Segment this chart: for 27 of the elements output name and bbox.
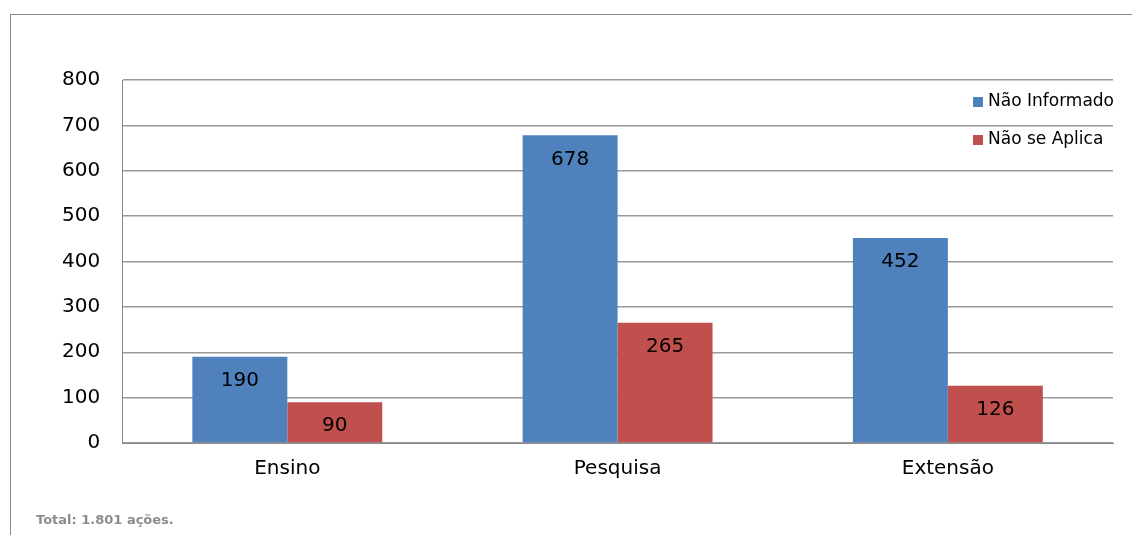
x-tick-label: Ensino xyxy=(254,455,321,480)
legend-label: Não se Aplica xyxy=(988,128,1104,149)
text: Total: 1.801 ações. xyxy=(36,512,174,527)
data-label: 126 xyxy=(976,396,1015,421)
data-label: 190 xyxy=(220,366,259,391)
data-label: 265 xyxy=(645,332,685,357)
data-label: 90 xyxy=(322,412,348,437)
y-tick-label: 600 xyxy=(61,156,101,181)
y-tick-label: 300 xyxy=(61,293,101,318)
y-tick-label: 800 xyxy=(61,66,101,91)
bar xyxy=(522,135,618,443)
y-tick-label: 0 xyxy=(87,429,101,454)
bar xyxy=(852,237,948,443)
x-tick-label: Pesquisa xyxy=(573,455,662,480)
bar xyxy=(287,402,383,443)
y-tick-label: 400 xyxy=(61,247,101,272)
y-tick-label: 200 xyxy=(61,338,101,363)
bar xyxy=(192,356,288,443)
data-label: 452 xyxy=(881,248,920,273)
bar xyxy=(617,322,713,443)
y-tick-label: 100 xyxy=(61,383,101,408)
legend-label: Não Informado xyxy=(988,90,1115,111)
y-tick-label: 500 xyxy=(61,202,101,227)
bar xyxy=(947,385,1043,443)
y-tick-label: 700 xyxy=(61,111,101,136)
x-tick-label: Extensão xyxy=(901,455,994,480)
data-label: 678 xyxy=(551,145,590,170)
